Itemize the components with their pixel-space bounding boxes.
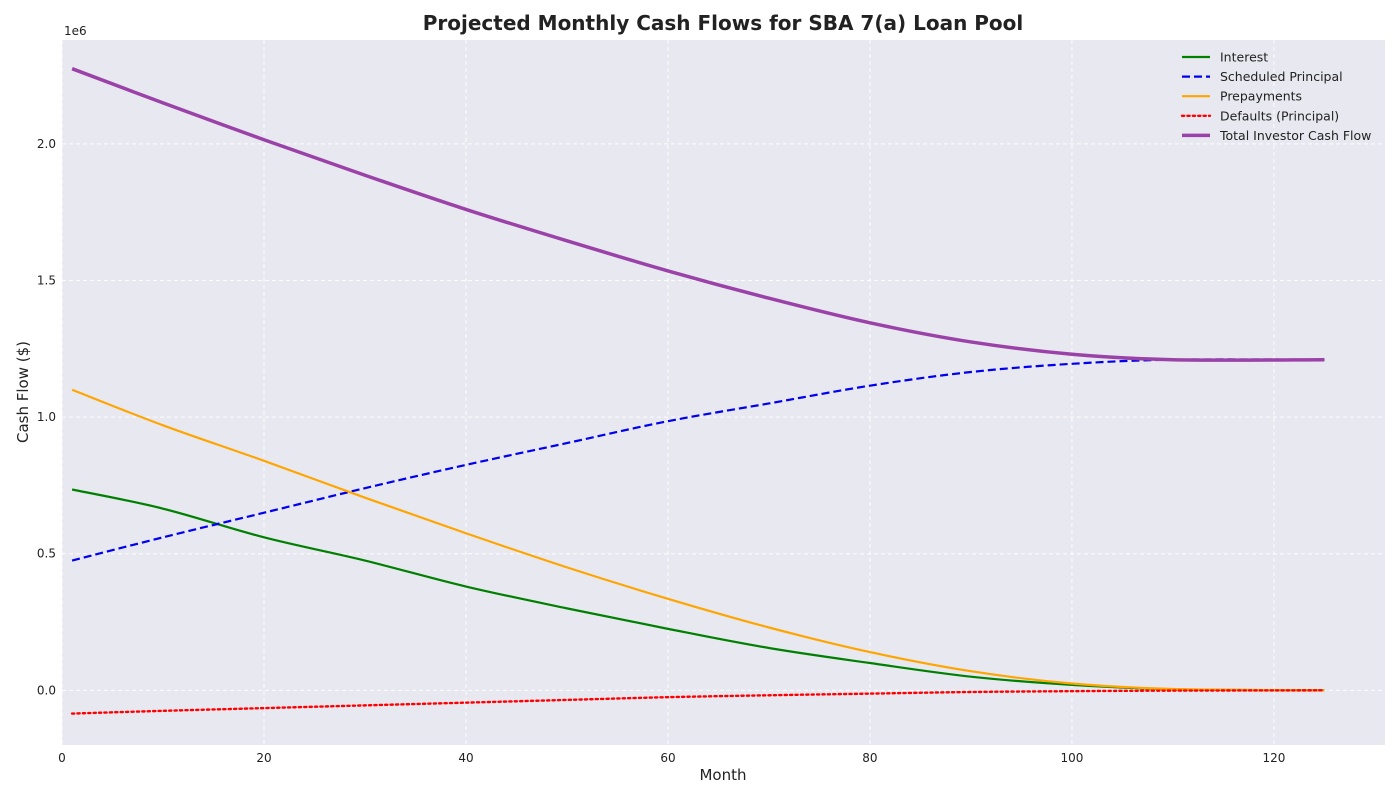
series-lines bbox=[70, 67, 1326, 715]
x-tick-label: 20 bbox=[256, 751, 271, 765]
x-axis-label: Month bbox=[699, 766, 746, 784]
x-tick-label: 0 bbox=[58, 751, 66, 765]
series-line-prepayments bbox=[71, 388, 1325, 692]
series-line-total-investor-cash-flow bbox=[71, 67, 1325, 362]
y-axis-label: Cash Flow ($) bbox=[14, 341, 32, 443]
y-tick-label: 0.5 bbox=[37, 547, 56, 561]
legend-label-scheduled-principal: Scheduled Principal bbox=[1220, 69, 1343, 84]
y-axis-ticks: 0.0 0.5 1.0 1.5 2.0 bbox=[37, 137, 56, 698]
y-tick-label: 1.5 bbox=[37, 273, 56, 287]
x-tick-label: 60 bbox=[660, 751, 675, 765]
x-tick-label: 100 bbox=[1060, 751, 1083, 765]
legend: Interest Scheduled Principal Prepayments De… bbox=[1180, 50, 1371, 143]
legend-label-prepayments: Prepayments bbox=[1220, 89, 1302, 104]
chart-title: Projected Monthly Cash Flows for SBA 7(a… bbox=[423, 11, 1024, 35]
y-tick-label: 1.0 bbox=[37, 410, 56, 424]
legend-label-defaults-principal: Defaults (Principal) bbox=[1220, 108, 1339, 123]
x-tick-label: 80 bbox=[862, 751, 877, 765]
x-axis-ticks: 0 20 40 60 80 100 120 bbox=[58, 751, 1285, 765]
y-tick-label: 2.0 bbox=[37, 137, 56, 151]
x-tick-label: 120 bbox=[1262, 751, 1285, 765]
legend-label-total-investor-cash-flow: Total Investor Cash Flow bbox=[1219, 128, 1371, 143]
y-axis-offset-label: 1e6 bbox=[64, 24, 87, 38]
x-tick-label: 40 bbox=[458, 751, 473, 765]
y-tick-label: 0.0 bbox=[37, 683, 56, 697]
plot-background bbox=[62, 40, 1385, 745]
series-line-defaults-principal bbox=[70, 689, 1326, 715]
legend-label-interest: Interest bbox=[1220, 50, 1268, 65]
series-line-scheduled-principal bbox=[71, 358, 1325, 562]
series-line-interest bbox=[71, 488, 1325, 692]
